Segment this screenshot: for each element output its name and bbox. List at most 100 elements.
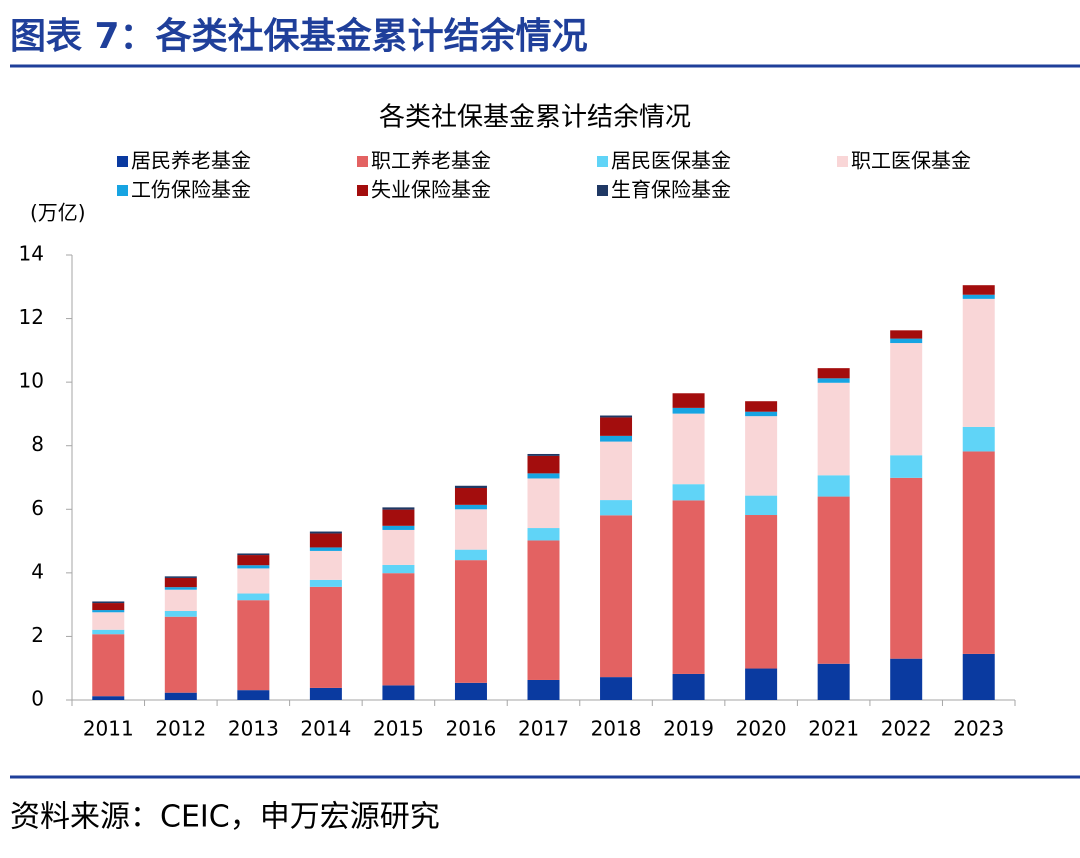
bar-segment <box>817 496 850 664</box>
x-tick-label: 2012 <box>155 717 206 741</box>
bar-segment <box>672 673 705 700</box>
x-tick-label: 2017 <box>518 717 569 741</box>
x-tick-label: 2015 <box>373 717 424 741</box>
bar-segment <box>527 453 560 456</box>
bar-segment <box>237 555 270 566</box>
legend-label: 生育保险基金 <box>611 178 731 202</box>
y-tick-label: 6 <box>31 496 44 520</box>
bar-segment <box>890 343 923 456</box>
x-tick-label: 2014 <box>300 717 351 741</box>
y-tick-label: 0 <box>31 687 44 711</box>
bar-segment <box>164 692 197 700</box>
bar-segment <box>745 668 778 700</box>
bar-segment <box>527 473 560 479</box>
bar-segment <box>309 586 342 688</box>
bar-segment <box>817 382 850 476</box>
bar-segment <box>817 475 850 497</box>
x-tick-label: 2019 <box>663 717 714 741</box>
bar-segment <box>600 500 633 516</box>
legend-swatch <box>597 185 608 196</box>
bar-segment <box>92 601 125 604</box>
bar-segment <box>817 378 850 383</box>
x-tick-label: 2011 <box>83 717 134 741</box>
bar-segment <box>600 417 633 436</box>
chart-title: 各类社保基金累计结余情况 <box>379 103 691 133</box>
bar-segment <box>600 515 633 678</box>
bar-segment <box>745 416 778 496</box>
x-tick-label: 2021 <box>808 717 859 741</box>
bar-segment <box>745 401 778 412</box>
bar-segment <box>382 573 415 686</box>
bar-segment <box>600 435 633 442</box>
bar-segment <box>382 525 415 530</box>
bar-segment <box>309 547 342 551</box>
bar-segment <box>92 634 125 697</box>
legend-label: 失业保险基金 <box>371 178 491 202</box>
bar-segment <box>962 298 995 427</box>
bar-segment <box>527 478 560 529</box>
bar-segment <box>237 565 270 569</box>
bar-segment <box>890 338 923 344</box>
x-tick-label: 2023 <box>953 717 1004 741</box>
bar-segment <box>309 533 342 548</box>
bar-segment <box>164 616 197 693</box>
x-tick-label: 2022 <box>881 717 932 741</box>
legend-label: 工伤保险基金 <box>131 178 251 202</box>
bar-segment <box>962 451 995 654</box>
bar-segment <box>600 441 633 501</box>
bar-segment <box>962 285 995 295</box>
bar-segment <box>382 564 415 574</box>
source: 资料来源：CEIC，申万宏源研究 <box>10 800 440 835</box>
legend-swatch <box>117 185 128 196</box>
bar-segment <box>164 577 197 588</box>
bar-segment <box>454 485 487 488</box>
bar-segment <box>527 528 560 541</box>
bar-segment <box>672 393 705 408</box>
legend-label: 居民养老基金 <box>131 149 251 173</box>
y-tick-label: 10 <box>19 369 44 393</box>
bar-segment <box>237 553 270 556</box>
bar-segment <box>92 696 125 700</box>
bar-segment <box>237 568 270 594</box>
legend-swatch <box>357 156 368 167</box>
legend-swatch <box>357 185 368 196</box>
bar-segment <box>382 529 415 565</box>
bar-segment <box>745 411 778 417</box>
bar-segment <box>745 495 778 516</box>
x-tick-label: 2020 <box>736 717 787 741</box>
y-unit: (万亿) <box>30 201 86 225</box>
bar-segment <box>890 477 923 659</box>
bar-segment <box>309 687 342 700</box>
bar-segment <box>817 663 850 700</box>
bar-segment <box>672 484 705 501</box>
bar-segment <box>962 426 995 452</box>
bar-segment <box>92 610 125 613</box>
bar-segment <box>962 653 995 700</box>
bar-segment <box>164 587 197 590</box>
bar-segment <box>672 500 705 674</box>
y-tick-label: 8 <box>31 432 44 456</box>
bar-segment <box>454 509 487 550</box>
bar-segment <box>672 407 705 414</box>
bar-segment <box>890 658 923 700</box>
bar-segment <box>237 600 270 691</box>
legend-swatch <box>837 156 848 167</box>
bar-segment <box>382 509 415 526</box>
legend-label: 职工养老基金 <box>371 149 491 173</box>
bar-segment <box>454 549 487 561</box>
bar-segment <box>237 690 270 700</box>
bar-segment <box>164 589 197 611</box>
bar-segment <box>454 487 487 505</box>
bar-segment <box>454 682 487 700</box>
y-tick-label: 12 <box>19 305 44 329</box>
legend-label: 居民医保基金 <box>611 149 731 173</box>
bar-segment <box>382 685 415 700</box>
bar-segment <box>600 415 633 418</box>
bar-segment <box>962 294 995 299</box>
legend-swatch <box>597 156 608 167</box>
bar-segment <box>164 611 197 617</box>
x-tick-label: 2013 <box>228 717 279 741</box>
bar-segment <box>817 368 850 379</box>
legend-label: 职工医保基金 <box>851 149 971 173</box>
